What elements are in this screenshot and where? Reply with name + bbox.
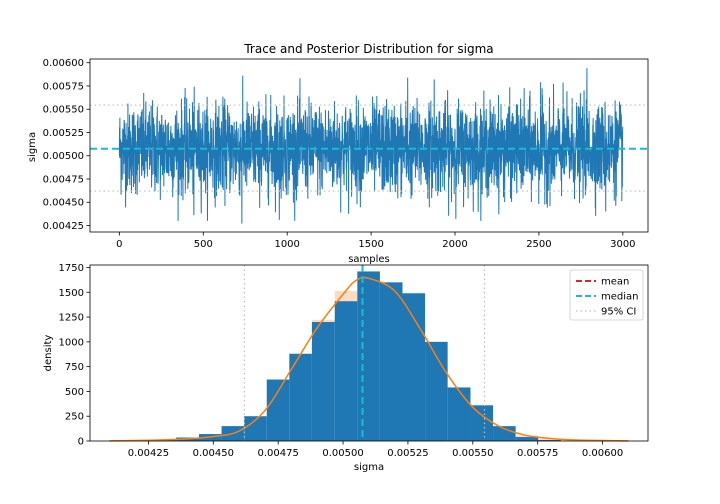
histogram-bar xyxy=(244,416,267,441)
histogram-bar xyxy=(311,322,335,441)
trace-y-tick-label: 0.00475 xyxy=(43,174,84,185)
posterior-y-tick-label: 0 xyxy=(78,437,84,448)
posterior-x-tick-label: 0.00500 xyxy=(322,448,363,459)
trace-x-tick-label: 1000 xyxy=(274,239,299,250)
trace-frame xyxy=(89,58,649,233)
trace-title: Trace and Posterior Distribution for sig… xyxy=(243,42,493,56)
legend-label: 95% CI xyxy=(601,307,636,318)
posterior-y-tick-label: 500 xyxy=(65,387,84,398)
trace-y-tick-label: 0.00525 xyxy=(43,128,84,139)
posterior-y-tick-label: 1000 xyxy=(59,337,84,348)
trace-x-tick-label: 2000 xyxy=(442,239,467,250)
trace-x-tick-label: 2500 xyxy=(526,239,551,250)
trace-y-tick-label: 0.00575 xyxy=(43,81,84,92)
kde-fill-segment xyxy=(311,319,335,323)
kde-fill-segment xyxy=(538,438,561,441)
posterior-frame xyxy=(89,264,649,442)
histogram-bar xyxy=(447,387,471,441)
histogram-bar xyxy=(357,271,380,441)
trace-y-tick-label: 0.00500 xyxy=(43,151,84,162)
histogram-bar xyxy=(334,301,358,441)
trace-axes: 0 500 1000 1500 2000 2500 3000 0.00425 0.00450 0.… xyxy=(43,58,649,250)
trace-x-tick-label: 500 xyxy=(194,239,213,250)
trace-x-tick-label: 1500 xyxy=(358,239,383,250)
posterior-x-tick-label: 0.00575 xyxy=(517,448,558,459)
trace-x-tick-label: 3000 xyxy=(610,239,635,250)
trace-y-tick-label: 0.00600 xyxy=(43,58,84,69)
posterior-x-tick-label: 0.00475 xyxy=(257,448,298,459)
posterior-y-tick-label: 250 xyxy=(65,412,84,423)
posterior-y-tick-label: 1250 xyxy=(59,313,84,324)
trace-line xyxy=(118,68,624,224)
trace-y-tick-label: 0.00450 xyxy=(43,198,84,209)
trace-y-axis-label: sigma xyxy=(27,132,38,162)
histogram-bar xyxy=(379,282,403,441)
trace-plot-area xyxy=(90,68,648,224)
histogram-bar xyxy=(470,405,494,441)
histogram-bar xyxy=(266,379,290,441)
posterior-axes: 0.00425 0.00450 0.00475 0.00500 0.00525 0.005… xyxy=(59,263,649,459)
posterior-y-tick-label: 1750 xyxy=(59,263,84,274)
trace-y-tick-label: 0.00550 xyxy=(43,105,84,116)
legend-label: mean xyxy=(601,277,629,288)
legend-box xyxy=(569,269,644,321)
trace-y-tick-label: 0.00425 xyxy=(43,221,84,232)
posterior-x-tick-label: 0.00600 xyxy=(582,448,623,459)
posterior-x-tick-label: 0.00550 xyxy=(452,448,493,459)
histogram-bar xyxy=(515,437,539,441)
posterior-y-tick-label: 1500 xyxy=(59,288,84,299)
histogram-bar xyxy=(402,293,426,441)
trace-x-tick-label: 0 xyxy=(116,239,122,250)
kde-fill-segment xyxy=(334,291,358,302)
legend: mean median 95% CI xyxy=(569,269,644,321)
histogram-bar xyxy=(289,353,312,441)
posterior-y-axis-label: density xyxy=(43,335,54,372)
legend-label: median xyxy=(601,292,639,303)
posterior-x-tick-label: 0.00525 xyxy=(387,448,428,459)
posterior-x-tick-label: 0.00425 xyxy=(128,448,169,459)
histogram-bar xyxy=(493,426,516,441)
posterior-x-tick-label: 0.00450 xyxy=(193,448,234,459)
posterior-plot-area xyxy=(109,265,629,442)
posterior-x-axis-label: sigma xyxy=(354,462,384,473)
trace-x-axis-label: samples xyxy=(348,254,390,265)
posterior-y-tick-label: 750 xyxy=(65,362,84,373)
histogram-bar xyxy=(538,440,561,441)
